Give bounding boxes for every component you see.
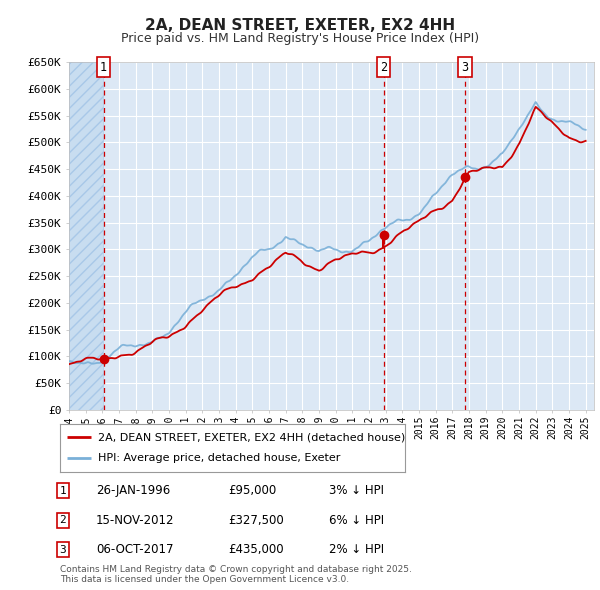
Text: 26-JAN-1996: 26-JAN-1996 xyxy=(96,484,170,497)
Text: 06-OCT-2017: 06-OCT-2017 xyxy=(96,543,173,556)
Text: 2A, DEAN STREET, EXETER, EX2 4HH: 2A, DEAN STREET, EXETER, EX2 4HH xyxy=(145,18,455,32)
Text: 2A, DEAN STREET, EXETER, EX2 4HH (detached house): 2A, DEAN STREET, EXETER, EX2 4HH (detach… xyxy=(98,432,405,442)
Text: 2: 2 xyxy=(380,61,387,74)
Text: £435,000: £435,000 xyxy=(228,543,284,556)
Text: 2: 2 xyxy=(59,516,67,525)
Text: 15-NOV-2012: 15-NOV-2012 xyxy=(96,514,175,527)
Text: Contains HM Land Registry data © Crown copyright and database right 2025.
This d: Contains HM Land Registry data © Crown c… xyxy=(60,565,412,584)
Text: HPI: Average price, detached house, Exeter: HPI: Average price, detached house, Exet… xyxy=(98,454,340,464)
Text: 6% ↓ HPI: 6% ↓ HPI xyxy=(329,514,384,527)
Text: 1: 1 xyxy=(100,61,107,74)
Text: 2% ↓ HPI: 2% ↓ HPI xyxy=(329,543,384,556)
Text: 3% ↓ HPI: 3% ↓ HPI xyxy=(329,484,384,497)
Text: £95,000: £95,000 xyxy=(228,484,276,497)
Text: £327,500: £327,500 xyxy=(228,514,284,527)
Text: 1: 1 xyxy=(59,486,67,496)
Text: 3: 3 xyxy=(461,61,469,74)
Text: Price paid vs. HM Land Registry's House Price Index (HPI): Price paid vs. HM Land Registry's House … xyxy=(121,32,479,45)
Text: 3: 3 xyxy=(59,545,67,555)
Bar xyxy=(69,62,103,410)
